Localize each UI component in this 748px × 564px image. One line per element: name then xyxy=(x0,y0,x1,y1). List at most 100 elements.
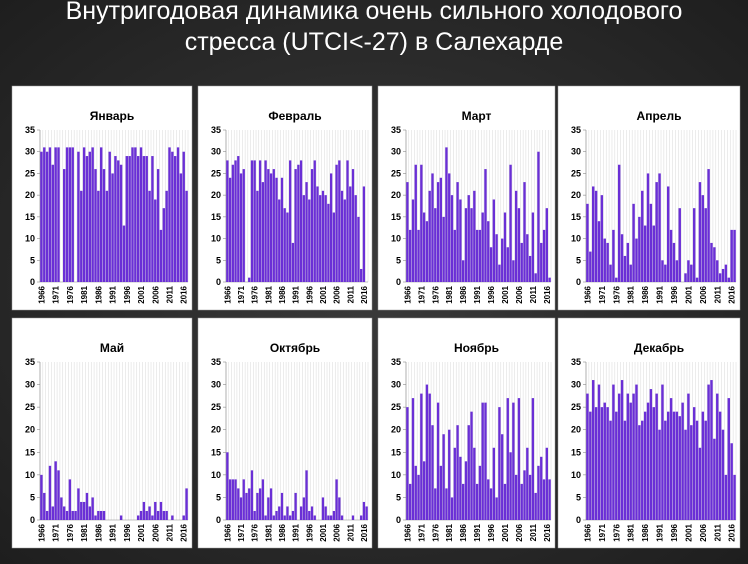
bar xyxy=(154,199,157,282)
bar xyxy=(179,173,183,282)
x-tick-label: 1971 xyxy=(417,523,426,541)
bar xyxy=(450,195,454,282)
bar xyxy=(531,212,535,282)
bar xyxy=(242,479,245,520)
x-tick-label: 1976 xyxy=(431,285,440,303)
bar xyxy=(289,515,292,520)
bar xyxy=(57,470,60,520)
bar xyxy=(597,221,601,282)
y-tick-label: 25 xyxy=(25,168,35,178)
bar xyxy=(540,456,543,520)
bar xyxy=(329,173,333,282)
bar xyxy=(537,151,540,282)
y-tick-label: 30 xyxy=(25,147,35,157)
bar xyxy=(600,407,604,520)
bar xyxy=(294,169,297,282)
bar xyxy=(727,398,730,520)
bar xyxy=(609,420,612,520)
x-tick-label: 1996 xyxy=(487,285,496,303)
bar xyxy=(409,229,412,282)
bar xyxy=(357,216,360,282)
bar xyxy=(324,506,327,520)
bar xyxy=(231,479,234,520)
bar xyxy=(492,447,496,520)
bar xyxy=(162,208,166,282)
y-tick-label: 25 xyxy=(211,402,221,412)
bar xyxy=(478,465,482,520)
bar xyxy=(428,190,431,282)
bar xyxy=(506,247,509,282)
bar xyxy=(65,147,69,282)
bar xyxy=(286,506,289,520)
bar xyxy=(269,173,273,282)
x-tick-label: 1966 xyxy=(403,285,412,303)
bar xyxy=(148,506,151,520)
bar xyxy=(517,398,521,520)
bar xyxy=(299,506,303,520)
y-tick-label: 10 xyxy=(571,234,581,244)
y-tick-label: 35 xyxy=(571,125,581,135)
x-tick-label: 1971 xyxy=(598,523,607,541)
bar xyxy=(667,411,670,520)
x-tick-label: 1991 xyxy=(292,285,301,303)
x-tick-label: 1996 xyxy=(123,285,132,303)
bar xyxy=(721,429,725,520)
bar xyxy=(313,160,316,282)
bar xyxy=(226,160,229,282)
y-tick-label: 35 xyxy=(211,125,221,135)
bar xyxy=(250,160,254,282)
y-tick-label: 20 xyxy=(571,190,581,200)
x-tick-label: 2006 xyxy=(515,285,524,303)
x-tick-label: 2006 xyxy=(333,523,342,541)
bar xyxy=(710,380,713,520)
x-tick-label: 1981 xyxy=(627,523,636,541)
bar xyxy=(484,169,487,282)
bar xyxy=(478,229,482,282)
bar xyxy=(165,190,168,282)
y-tick-label: 20 xyxy=(211,190,221,200)
bar xyxy=(139,147,143,282)
bar xyxy=(655,182,658,282)
y-tick-label: 15 xyxy=(571,447,581,457)
y-tick-label: 15 xyxy=(25,212,35,222)
bar xyxy=(68,147,72,282)
bar xyxy=(278,199,281,282)
bar xyxy=(148,190,151,282)
bar xyxy=(283,208,286,282)
bar xyxy=(122,225,126,282)
bar xyxy=(45,151,49,282)
y-tick-label: 5 xyxy=(30,255,35,265)
bar xyxy=(40,151,43,282)
x-tick-label: 2001 xyxy=(684,523,693,541)
bar xyxy=(643,411,647,520)
x-tick-label: 1976 xyxy=(66,285,75,303)
bar xyxy=(335,479,338,520)
bar xyxy=(716,260,719,282)
bar xyxy=(43,492,46,520)
chart-title: Ноябрь xyxy=(454,341,499,355)
y-tick-label: 5 xyxy=(576,492,581,502)
bar xyxy=(422,461,426,520)
bar xyxy=(713,438,716,520)
bar xyxy=(445,147,448,282)
bar xyxy=(442,216,445,282)
bar xyxy=(136,156,140,282)
bar xyxy=(168,147,171,282)
bar xyxy=(716,393,719,520)
bar xyxy=(623,420,627,520)
bar xyxy=(687,260,690,282)
bar xyxy=(597,384,601,520)
bar xyxy=(74,510,77,520)
bar xyxy=(629,264,632,282)
bar xyxy=(606,407,609,520)
bar xyxy=(520,242,523,282)
bar xyxy=(498,407,501,520)
x-tick-label: 1996 xyxy=(670,285,679,303)
chart-title: Февраль xyxy=(268,109,321,123)
x-tick-label: 2011 xyxy=(529,285,538,303)
chart-title: Октябрь xyxy=(270,341,320,355)
bar xyxy=(487,221,490,282)
bar xyxy=(125,156,129,282)
bar xyxy=(111,173,114,282)
bar xyxy=(450,497,454,520)
